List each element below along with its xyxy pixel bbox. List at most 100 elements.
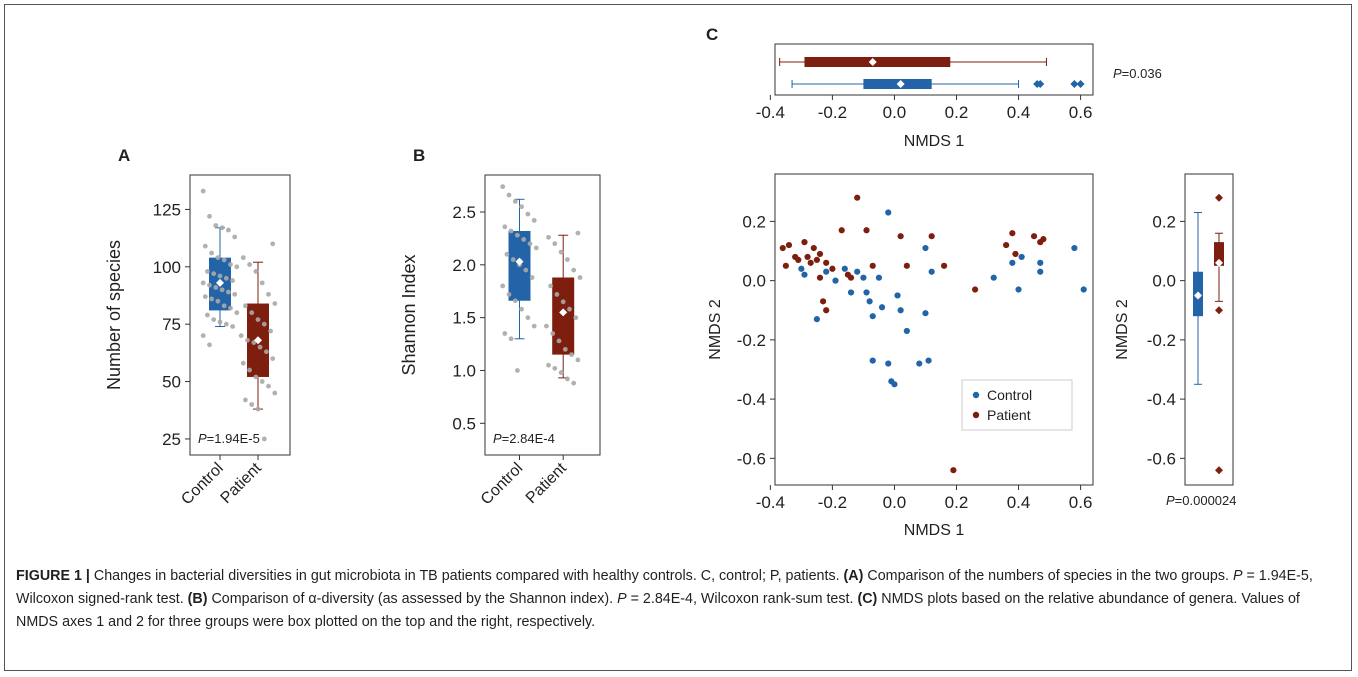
caption-a-p-text: = 1.94E-5, Wilcoxon signed-rank test.: [16, 568, 1313, 607]
scatter-point-patient: [823, 307, 830, 314]
mean-marker-A: [254, 336, 262, 345]
jitter-point-B: [519, 306, 524, 312]
jitter-point-B: [519, 204, 524, 210]
right-ytick-label: -0.4: [1147, 390, 1176, 409]
scatter-point-patient: [819, 298, 827, 305]
ytick-label-A: 75: [162, 315, 181, 334]
scatter-point-control: [801, 271, 808, 278]
top-mean-marker: [896, 80, 905, 88]
jitter-point-B: [508, 228, 514, 234]
ytick-label-B: 1.5: [452, 309, 476, 328]
top-xtick-label: 0.6: [1069, 103, 1093, 122]
p-value: =0.036: [1122, 66, 1162, 81]
scatter-point-control: [854, 268, 861, 275]
scatter-point-control: [990, 274, 997, 281]
scatter-point-patient: [854, 194, 861, 201]
jitter-point-A: [202, 243, 208, 249]
right-outlier: [1215, 466, 1223, 475]
scatter-point-control: [847, 289, 855, 296]
caption-a-text: Comparison of the numbers of species in …: [863, 568, 1233, 584]
scatter-point-control: [1018, 253, 1025, 261]
jitter-point-A: [200, 280, 206, 286]
scatter-ytick-label: -0.6: [737, 449, 766, 468]
jitter-point-A: [261, 436, 267, 442]
jitter-point-A: [255, 317, 261, 322]
jitter-point-B: [533, 245, 539, 251]
jitter-point-A: [272, 301, 278, 306]
jitter-point-B: [504, 251, 510, 257]
right-ytick-label: 0.2: [1152, 212, 1176, 231]
figure-caption: FIGURE 1 | Changes in bacterial diversit…: [16, 565, 1341, 633]
right-mean-marker: [1215, 258, 1223, 267]
jitter-point-A: [268, 328, 273, 334]
scatter-point-patient: [1009, 230, 1016, 237]
jitter-point-A: [264, 349, 269, 355]
top-xtick-label: 0.0: [883, 103, 907, 122]
scatter-xtick-label: 0.0: [883, 493, 907, 512]
scatter-point-patient: [823, 259, 830, 266]
jitter-point-A: [205, 268, 210, 274]
jitter-point-A: [259, 280, 265, 286]
scatter-point-control: [928, 268, 935, 275]
jitter-point-B: [506, 291, 512, 297]
jitter-point-B: [552, 365, 558, 371]
scatter-point-patient: [816, 250, 824, 258]
jitter-point-B: [575, 230, 581, 236]
right-y-axis-label: NMDS 2: [1114, 299, 1131, 360]
x-category-label-A: Control: [178, 460, 226, 508]
scatter-point-control: [903, 327, 910, 335]
jitter-point-B: [546, 362, 551, 368]
scatter-point-patient: [1003, 241, 1010, 249]
scatter-point-control: [1080, 286, 1087, 293]
jitter-point-A: [213, 223, 219, 228]
caption-b-text: Comparison of α-diversity (as assessed b…: [207, 590, 618, 607]
jitter-point-B: [569, 352, 574, 358]
top-p-value-annotation: P=0.036: [1113, 66, 1162, 81]
jitter-point-B: [531, 218, 537, 223]
jitter-point-B: [500, 184, 506, 190]
scatter-point-control: [897, 307, 904, 314]
scatter-legend: [961, 379, 1073, 431]
ytick-label-B: 2.0: [452, 256, 476, 275]
jitter-point-B: [525, 315, 531, 321]
scatter-point-control: [832, 277, 839, 284]
top-mean-marker: [868, 58, 877, 66]
caption-b-p-symbol: P: [617, 590, 627, 607]
scatter-point-patient: [801, 239, 808, 246]
legend-label-patient: Patient: [987, 407, 1031, 423]
y-axis-label-A: Number of species: [104, 240, 124, 390]
scatter-xtick-label: 0.4: [1007, 493, 1031, 512]
scatter-point-patient: [838, 227, 845, 234]
jitter-point-A: [217, 319, 223, 325]
scatter-point-patient: [810, 244, 817, 252]
scatter-point-control: [878, 304, 886, 311]
top-outlier: [1036, 80, 1045, 88]
scatter-point-patient: [804, 253, 811, 261]
jitter-point-A: [247, 367, 253, 373]
jitter-point-B: [502, 331, 508, 336]
scatter-point-control: [863, 289, 870, 296]
jitter-point-A: [243, 303, 248, 309]
figure-frame: [4, 4, 1352, 671]
p-value: =1.94E-5: [207, 431, 260, 446]
jitter-point-A: [215, 298, 221, 304]
scatter-point-patient: [782, 262, 789, 269]
scatter-point-control: [1037, 268, 1044, 275]
jitter-point-B: [565, 257, 570, 262]
jitter-point-A: [211, 317, 217, 322]
jitter-point-B: [558, 370, 564, 375]
scatter-point-control: [894, 292, 901, 299]
jitter-point-A: [202, 294, 208, 300]
scatter-point-control: [885, 209, 892, 216]
scatter-point-control: [869, 357, 876, 364]
scatter-point-patient: [795, 256, 802, 263]
jitter-point-A: [205, 312, 210, 318]
jitter-point-B: [515, 368, 520, 373]
jitter-point-B: [577, 275, 583, 280]
scatter-ytick-label: -0.2: [737, 331, 766, 350]
p-value-annotation-B: P=2.84E-4: [493, 431, 555, 446]
scatter-point-patient: [1030, 233, 1038, 240]
jitter-point-B: [552, 241, 558, 247]
scatter-point-control: [922, 244, 929, 252]
scatter-point-patient: [863, 227, 870, 234]
